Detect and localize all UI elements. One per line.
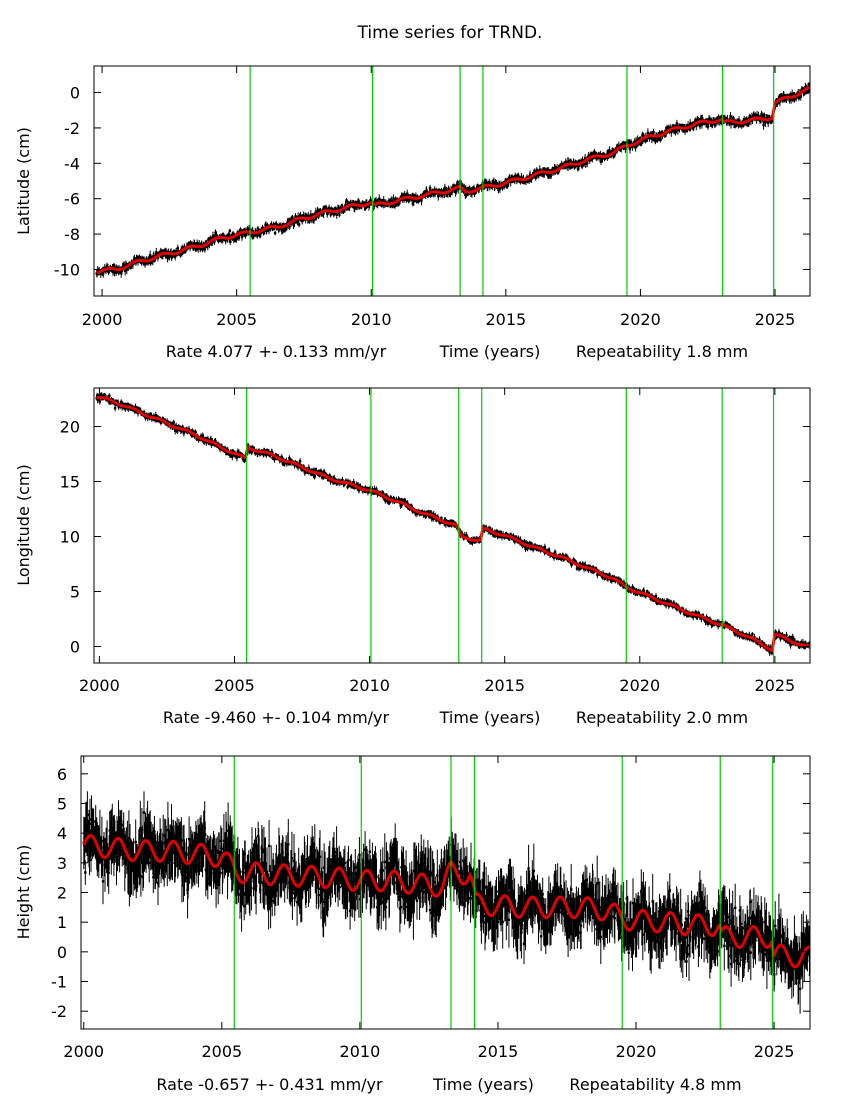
height-ytick-label: 1 — [57, 913, 67, 932]
latitude-ytick-label: -2 — [64, 119, 80, 138]
latitude-rate-label: Rate 4.077 +- 0.133 mm/yr — [166, 342, 387, 361]
longitude-xtick-label: 2005 — [214, 676, 255, 695]
height-ytick-label: -1 — [51, 973, 67, 992]
latitude-xtick-label: 2025 — [755, 310, 796, 329]
longitude-xlabel: Time (years) — [439, 708, 541, 727]
latitude-ytick-label: -8 — [64, 225, 80, 244]
height-model-line — [82, 833, 810, 969]
latitude-repeatability-label: Repeatability 1.8 mm — [576, 342, 748, 361]
longitude-frame — [93, 387, 811, 664]
latitude-ytick-label: -4 — [64, 154, 80, 173]
height-repeatability-label: Repeatability 4.8 mm — [569, 1075, 741, 1094]
longitude-plot-area — [95, 392, 810, 656]
height-xtick-label: 2015 — [478, 1042, 519, 1061]
longitude-xtick-label: 2020 — [619, 676, 660, 695]
height-xtick-label: 2020 — [616, 1042, 657, 1061]
longitude-model-line — [96, 395, 810, 653]
latitude-ytick-label: -6 — [64, 190, 80, 209]
latitude-xtick-label: 2000 — [82, 310, 123, 329]
height-panel: 6 5 4 3 2 1 0 -1 -2 2000 2005 2010 2015 2020 2025 Heigh… — [14, 755, 811, 1094]
height-ytick-label: 0 — [57, 943, 67, 962]
longitude-ytick-label: 10 — [60, 528, 80, 547]
latitude-xtick-label: 2020 — [620, 310, 661, 329]
height-xtick-label: 2000 — [63, 1042, 104, 1061]
longitude-rate-label: Rate -9.460 +- 0.104 mm/yr — [163, 708, 390, 727]
height-xtick-label: 2025 — [754, 1042, 795, 1061]
latitude-xlabel: Time (years) — [439, 342, 541, 361]
height-xlabel: Time (years) — [432, 1075, 534, 1094]
latitude-plot-area — [95, 82, 810, 278]
longitude-xtick-label: 2025 — [755, 676, 796, 695]
longitude-ytick-label: 15 — [60, 473, 80, 492]
longitude-ytick-label: 0 — [70, 638, 80, 657]
longitude-xtick-label: 2010 — [349, 676, 390, 695]
latitude-ytick-label: 0 — [70, 84, 80, 103]
latitude-xtick-label: 2010 — [351, 310, 392, 329]
height-ytick-label: 6 — [57, 765, 67, 784]
height-ytick-label: 3 — [57, 854, 67, 873]
latitude-model-line — [96, 85, 810, 275]
latitude-ylabel: Latitude (cm) — [14, 127, 33, 235]
latitude-xtick-label: 2015 — [485, 310, 526, 329]
longitude-ytick-label: 5 — [70, 583, 80, 602]
longitude-xtick-label: 2015 — [484, 676, 525, 695]
height-xtick-label: 2005 — [201, 1042, 242, 1061]
latitude-panel: 0 -2 -4 -6 -8 -10 2000 2005 2010 2015 2020 2025 Lati… — [14, 65, 811, 361]
figure-title: Time series for TRND. — [357, 23, 543, 43]
height-error-bars — [83, 791, 810, 1014]
height-rate-label: Rate -0.657 +- 0.431 mm/yr — [156, 1075, 383, 1094]
latitude-ytick-label: -10 — [54, 260, 80, 279]
latitude-xtick-label: 2005 — [216, 310, 257, 329]
height-xtick-label: 2010 — [340, 1042, 381, 1061]
longitude-xtick-label: 2000 — [79, 676, 120, 695]
latitude-frame — [93, 65, 811, 297]
height-ylabel: Height (cm) — [14, 845, 33, 940]
longitude-repeatability-label: Repeatability 2.0 mm — [576, 708, 748, 727]
longitude-ylabel: Longitude (cm) — [14, 464, 33, 586]
height-plot-area — [82, 791, 810, 1014]
height-ytick-label: 2 — [57, 884, 67, 903]
height-ytick-label: 4 — [57, 824, 67, 843]
longitude-ytick-label: 20 — [60, 418, 80, 437]
height-ytick-label: -2 — [51, 1002, 67, 1021]
height-ytick-label: 5 — [57, 794, 67, 813]
